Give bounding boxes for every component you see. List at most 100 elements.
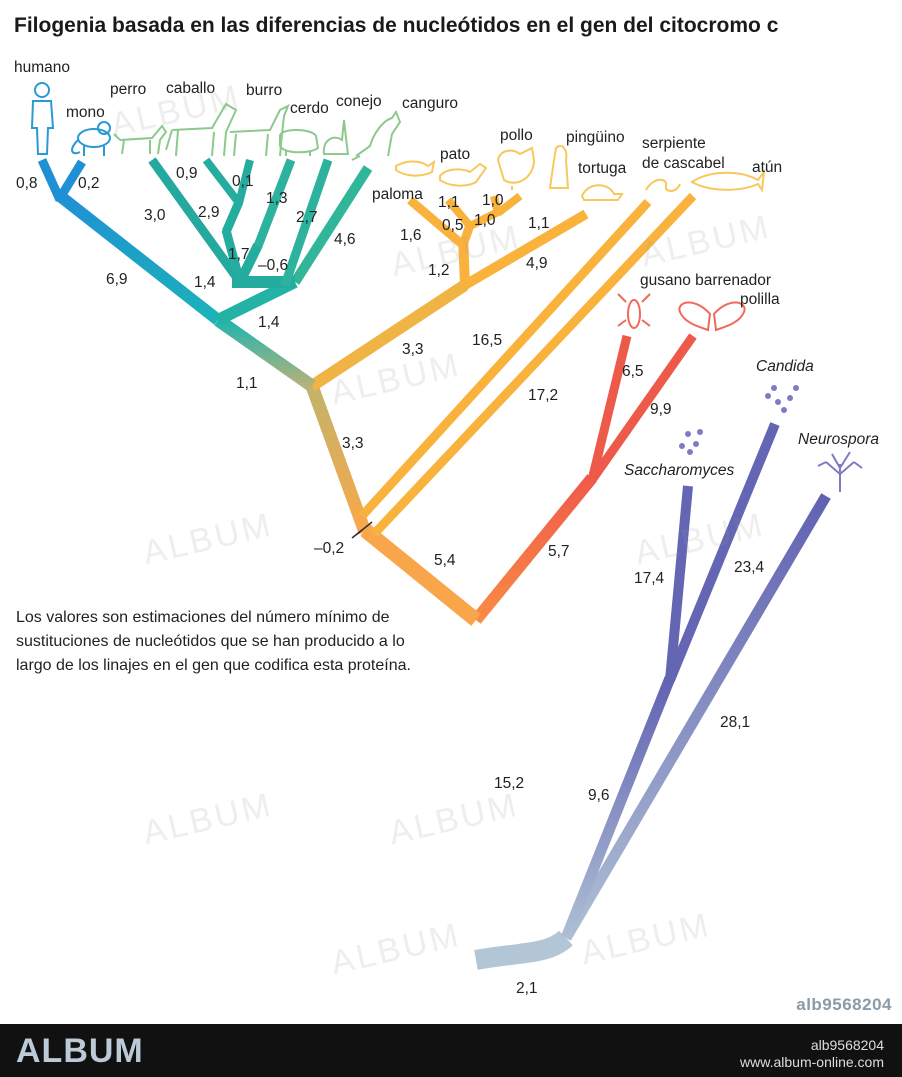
branch-mono [56, 159, 86, 201]
value-pollo: 1,0 [482, 192, 504, 209]
branch-canguro [290, 165, 373, 285]
value-vert-stem: 5,4 [434, 552, 456, 569]
footer-url-link[interactable]: www.album-online.com [740, 1054, 884, 1070]
value-primates: 6,9 [106, 271, 128, 288]
branch-vertebrate-stem [360, 524, 481, 626]
value-mono: 0,2 [78, 175, 100, 192]
value-horse-pair: 2,9 [198, 204, 220, 221]
taxon-cascabel: de cascabel [642, 155, 725, 172]
monkey-icon [71, 121, 111, 156]
value-duck-chicken: 0,5 [442, 217, 464, 234]
taxon-cerdo: cerdo [290, 100, 329, 117]
value-root: 2,1 [516, 980, 538, 997]
branch-horse-pair [221, 200, 244, 234]
turtle-icon [580, 184, 624, 201]
value-polilla: 9,9 [650, 401, 672, 418]
value-pato: 1,1 [438, 194, 460, 211]
branch-primates [56, 191, 222, 325]
branch-burro [235, 159, 254, 204]
branch-conejo [280, 158, 333, 287]
branch-atun [370, 192, 697, 538]
branch-birds-stem [458, 237, 470, 286]
value-animals-stem: 15,2 [494, 775, 524, 792]
value-insects-stem: 5,7 [548, 543, 570, 560]
neg-tick-2 [355, 521, 373, 536]
horse-icon [165, 102, 238, 157]
value-cerdo: 1,3 [266, 190, 288, 207]
footer-brand-logo[interactable]: ALBUM [16, 1032, 144, 1070]
branch-gusano [587, 334, 632, 482]
value-canguro: 4,6 [334, 231, 356, 248]
value-mammals-stem: 1,1 [236, 375, 258, 392]
taxon-pollo: pollo [500, 127, 533, 144]
branch-root-fungi [474, 930, 573, 970]
taxon-burro: burro [246, 82, 282, 99]
branch-caballo [202, 157, 243, 206]
value-burro: 0,1 [232, 173, 254, 190]
branch-mammals-stem [214, 314, 316, 392]
taxon-polilla: polilla [740, 291, 780, 308]
taxon-mono: mono [66, 104, 105, 121]
value-placental: 1,4 [258, 314, 280, 331]
footer-bar: ALBUM alb9568204 www.album-online.com [0, 1024, 902, 1077]
neurospora-icon [817, 451, 863, 492]
saccharomyces-icon [679, 429, 703, 455]
donkey-icon [229, 103, 290, 157]
branch-serpiente-long [358, 198, 652, 520]
branch-neurospora [561, 493, 831, 941]
taxon-humano: humano [14, 59, 70, 76]
value-reptiles-stem: 3,3 [402, 341, 424, 358]
value-neurospora: 28,1 [720, 714, 750, 731]
branch-paloma [407, 196, 466, 249]
pigeon-icon [395, 159, 436, 177]
value-yeasts: 9,6 [588, 787, 610, 804]
branch-dog-horse [221, 228, 245, 284]
branch-reptiles-stem [308, 279, 469, 392]
taxon-canguro: canguro [402, 95, 458, 112]
taxa-icons [30, 82, 863, 492]
value-candida: 23,4 [734, 559, 765, 576]
taxon-perro: perro [110, 81, 146, 98]
chicken-icon [496, 146, 536, 190]
value-ungulate: 1,4 [194, 274, 216, 291]
human-icon [30, 82, 55, 155]
value-saccharomyces: 17,4 [634, 570, 665, 587]
fly-icon [617, 293, 651, 329]
value-atun: 16,5 [472, 332, 502, 349]
value-neg06: –0,6 [258, 257, 288, 274]
branch-pato [444, 197, 474, 229]
value-gusano: 6,5 [622, 363, 644, 380]
tree-branches [37, 157, 831, 1006]
value-humano: 0,8 [16, 175, 38, 192]
taxon-pinguino: pingüino [566, 129, 625, 146]
branch-perro [148, 157, 244, 285]
value-serpiente-long: 17,2 [528, 387, 558, 404]
duck-icon [439, 162, 488, 187]
page-title: Filogenia basada en las diferencias de n… [14, 14, 779, 37]
footer-image-id: alb9568204 [810, 1037, 884, 1053]
value-chicken-peng: 1,0 [474, 212, 496, 229]
branch-insects-stem [471, 474, 597, 624]
taxon-caballo: caballo [166, 80, 215, 97]
taxon-candida: Candida [756, 358, 814, 375]
taxon-gusano: gusano barrenador [640, 272, 771, 289]
value-vert-upper: 3,3 [342, 435, 364, 452]
candida-icon [765, 385, 799, 413]
branch-cerdo-neg [235, 242, 263, 285]
kangaroo-icon [351, 109, 402, 161]
rabbit-icon [322, 119, 350, 155]
value-perro: 3,0 [144, 207, 166, 224]
pig-icon [279, 129, 320, 156]
taxon-atun: atún [752, 159, 782, 176]
explanatory-note: Los valores son estimaciones del número … [16, 609, 411, 674]
branch-vert-upper [305, 383, 372, 535]
taxon-pato: pato [440, 146, 470, 163]
branch-humano [37, 158, 65, 202]
taxon-serpiente: serpiente [642, 135, 706, 152]
snake-icon [645, 178, 681, 192]
value-caballo: 0,9 [176, 165, 198, 182]
value-paloma: 1,6 [400, 227, 422, 244]
branch-saccharomyces [665, 485, 693, 681]
branch-chicken-peng [468, 208, 500, 230]
tuna-icon [690, 168, 766, 193]
